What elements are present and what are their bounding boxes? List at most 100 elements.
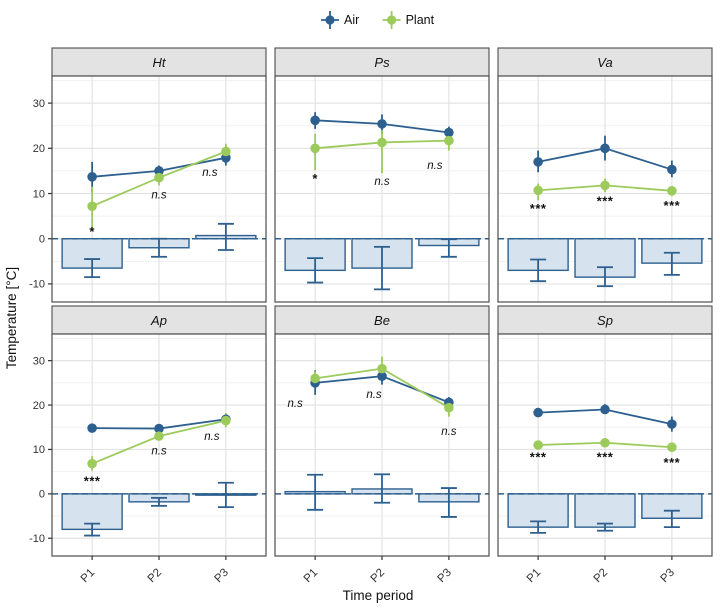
facet-title: Be bbox=[374, 313, 390, 328]
plant-point bbox=[87, 458, 97, 469]
x-tick-label: P3 bbox=[213, 567, 231, 585]
facet-title: Sp bbox=[597, 313, 613, 328]
significance-label: n.s bbox=[151, 445, 167, 457]
legend: Air Plant bbox=[321, 11, 435, 29]
significance-label: *** bbox=[664, 455, 681, 470]
facet-strip bbox=[497, 305, 713, 335]
facet-Va: Va *** *** *** bbox=[497, 47, 713, 303]
plant-point bbox=[444, 135, 454, 146]
significance-label: *** bbox=[597, 449, 614, 464]
significance-label: n.s bbox=[374, 176, 390, 188]
plant-point bbox=[310, 373, 320, 384]
y-tick-label: 10 bbox=[33, 188, 45, 200]
y-tick-label: 30 bbox=[33, 355, 45, 367]
facet-strip bbox=[51, 47, 267, 77]
facet-strip bbox=[274, 47, 490, 77]
air-point bbox=[533, 157, 543, 167]
y-tick-label: 20 bbox=[33, 143, 45, 155]
air-point bbox=[600, 143, 610, 154]
legend-label: Air bbox=[344, 13, 359, 27]
plant-point bbox=[444, 402, 454, 413]
air-point bbox=[533, 407, 543, 418]
x-tick-label: P2 bbox=[592, 567, 610, 585]
significance-label: *** bbox=[597, 194, 614, 209]
legend-point-glyph bbox=[387, 15, 397, 25]
facet-strip bbox=[51, 305, 267, 335]
y-tick-label: -10 bbox=[29, 279, 45, 291]
facet-Sp: Sp *** *** *** P1 P2 P3 bbox=[497, 305, 713, 585]
plant-point bbox=[221, 415, 231, 426]
significance-label: n.s bbox=[427, 160, 443, 172]
x-tick-label: P1 bbox=[79, 567, 97, 585]
y-tick-label: 20 bbox=[33, 400, 45, 412]
facet-Be: Be n.s n.s n.s P1 P2 P3 bbox=[274, 305, 490, 585]
y-tick-label: 0 bbox=[39, 234, 45, 246]
facet-strip bbox=[274, 305, 490, 335]
x-tick-label: P3 bbox=[659, 567, 677, 585]
legend-item-air: Air bbox=[321, 11, 359, 29]
legend-label: Plant bbox=[406, 13, 435, 27]
difference-bar bbox=[574, 493, 636, 528]
plant-point bbox=[600, 180, 610, 191]
significance-label: n.s bbox=[202, 167, 218, 179]
air-point bbox=[667, 164, 677, 175]
significance-label: n.s bbox=[287, 398, 303, 410]
panel-border bbox=[274, 75, 490, 303]
x-tick-label: P3 bbox=[436, 567, 454, 585]
plant-point bbox=[154, 172, 164, 183]
significance-label: *** bbox=[664, 198, 681, 213]
facet-Ht: Ht * n.s n.s 30 20 10 0 -10 bbox=[29, 47, 267, 303]
legend-point-glyph bbox=[325, 15, 335, 25]
plant-point bbox=[533, 440, 543, 450]
air-point bbox=[444, 127, 454, 138]
significance-label: *** bbox=[84, 473, 101, 488]
facet-Ap: Ap *** n.s n.s 30 20 10 0 -10 P1 P2 P3 bbox=[29, 305, 267, 585]
facet-title: Ap bbox=[150, 313, 167, 328]
significance-label: * bbox=[89, 224, 95, 239]
plant-point bbox=[310, 143, 320, 154]
legend-item-plant: Plant bbox=[382, 11, 435, 29]
air-point bbox=[87, 171, 97, 182]
facet-Ps: Ps * n.s n.s bbox=[274, 47, 490, 303]
plant-point bbox=[377, 363, 387, 374]
x-tick-label: P2 bbox=[146, 567, 164, 585]
y-tick-label: 0 bbox=[39, 489, 45, 501]
plant-point bbox=[154, 431, 164, 441]
plant-point bbox=[87, 201, 97, 211]
y-tick-label: 30 bbox=[33, 98, 45, 110]
plant-point bbox=[377, 137, 387, 148]
panel-border bbox=[51, 75, 267, 303]
significance-label: *** bbox=[530, 201, 547, 216]
air-point bbox=[310, 115, 320, 126]
air-point bbox=[600, 404, 610, 415]
plant-point bbox=[533, 185, 543, 196]
x-tick-label: P1 bbox=[525, 567, 543, 585]
significance-label: n.s bbox=[441, 426, 457, 438]
significance-label: *** bbox=[530, 449, 547, 464]
plant-point bbox=[600, 437, 610, 448]
x-axis-title: Time period bbox=[343, 588, 414, 603]
x-tick-label: P2 bbox=[369, 567, 387, 585]
air-point bbox=[667, 419, 677, 429]
y-tick-label: -10 bbox=[29, 533, 45, 545]
facet-title: Ht bbox=[153, 55, 167, 70]
air-point bbox=[377, 371, 387, 381]
y-axis-title: Temperature [°C] bbox=[4, 267, 19, 369]
significance-label: n.s bbox=[151, 189, 167, 201]
air-point bbox=[377, 119, 387, 129]
air-point bbox=[154, 166, 164, 176]
facet-title: Ps bbox=[374, 55, 390, 70]
facet-strip bbox=[497, 47, 713, 77]
x-tick-label: P1 bbox=[302, 567, 320, 585]
significance-label: * bbox=[312, 171, 318, 186]
panel-border bbox=[497, 75, 713, 303]
air-point bbox=[154, 423, 164, 434]
significance-label: n.s bbox=[366, 389, 382, 401]
air-point bbox=[87, 423, 97, 433]
plant-point bbox=[667, 442, 677, 453]
significance-label: n.s bbox=[204, 431, 220, 443]
plant-point bbox=[667, 186, 677, 196]
facet-title: Va bbox=[597, 55, 612, 70]
